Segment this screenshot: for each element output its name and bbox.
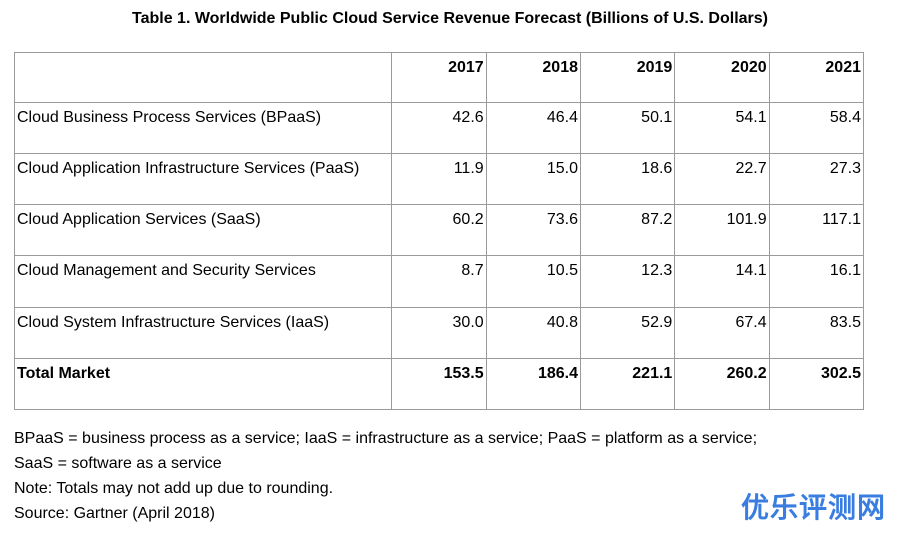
value-cell: 14.1 (674, 255, 770, 308)
value-cell: 40.8 (485, 306, 581, 359)
header-cell-2021: 2021 (768, 52, 865, 103)
footnote-abbreviations-1: BPaaS = business process as a service; I… (14, 430, 758, 447)
value-cell: 42.6 (391, 101, 487, 155)
value-cell: 60.2 (391, 204, 487, 257)
row-label: Cloud Management and Security Services (13, 255, 393, 308)
footnote-source: Source: Gartner (April 2018) (14, 505, 215, 522)
value-cell: 22.7 (674, 153, 770, 206)
value-cell: 83.5 (768, 306, 865, 359)
footnotes: BPaaS = business process as a service; I… (14, 426, 757, 526)
value-cell: 101.9 (674, 204, 770, 257)
value-cell: 46.4 (485, 101, 581, 155)
watermark-logo: 优乐评测网 (740, 491, 886, 524)
row-label: Cloud Application Services (SaaS) (13, 204, 393, 257)
table-row: Cloud Application Infrastructure Service… (13, 153, 865, 206)
header-cell-2018: 2018 (485, 52, 581, 103)
value-cell: 50.1 (579, 101, 676, 155)
value-cell: 260.2 (674, 357, 770, 411)
value-cell: 10.5 (485, 255, 581, 308)
header-row: 2017 2018 2019 2020 2021 (13, 52, 865, 103)
row-label: Cloud Application Infrastructure Service… (13, 153, 393, 206)
value-cell: 18.6 (579, 153, 676, 206)
table-row: Cloud System Infrastructure Services (Ia… (13, 306, 865, 359)
value-cell: 54.1 (674, 101, 770, 155)
table-row: Total Market 153.5 186.4 221.1 260.2 302.5 (13, 357, 865, 411)
value-cell: 12.3 (579, 255, 676, 308)
header-cell-2017: 2017 (391, 52, 487, 103)
footnote-rounding: Note: Totals may not add up due to round… (14, 480, 334, 497)
table-title: Table 1. Worldwide Public Cloud Service … (132, 10, 768, 27)
forecast-table: 2017 2018 2019 2020 2021 Cloud Business … (13, 52, 865, 411)
value-cell: 58.4 (768, 101, 865, 155)
value-cell: 30.0 (391, 306, 487, 359)
value-cell: 67.4 (674, 306, 770, 359)
table-row: Cloud Management and Security Services 8.… (13, 255, 865, 308)
value-cell: 87.2 (579, 204, 676, 257)
header-cell-2020: 2020 (674, 52, 770, 103)
value-cell: 73.6 (485, 204, 581, 257)
table-row: Cloud Business Process Services (BPaaS) 4… (13, 101, 865, 155)
value-cell: 15.0 (485, 153, 581, 206)
value-cell: 186.4 (485, 357, 581, 411)
footnote-abbreviations-2: SaaS = software as a service (14, 455, 222, 472)
header-cell-blank (13, 52, 393, 103)
value-cell: 302.5 (768, 357, 865, 411)
row-label: Total Market (13, 357, 393, 411)
value-cell: 117.1 (768, 204, 865, 257)
value-cell: 27.3 (768, 153, 865, 206)
value-cell: 52.9 (579, 306, 676, 359)
row-label: Cloud Business Process Services (BPaaS) (13, 101, 393, 155)
value-cell: 221.1 (579, 357, 676, 411)
value-cell: 11.9 (391, 153, 487, 206)
value-cell: 8.7 (391, 255, 487, 308)
table-row: Cloud Application Services (SaaS) 60.2 73.… (13, 204, 865, 257)
value-cell: 153.5 (391, 357, 487, 411)
value-cell: 16.1 (768, 255, 865, 308)
header-cell-2019: 2019 (579, 52, 676, 103)
row-label: Cloud System Infrastructure Services (Ia… (13, 306, 393, 359)
